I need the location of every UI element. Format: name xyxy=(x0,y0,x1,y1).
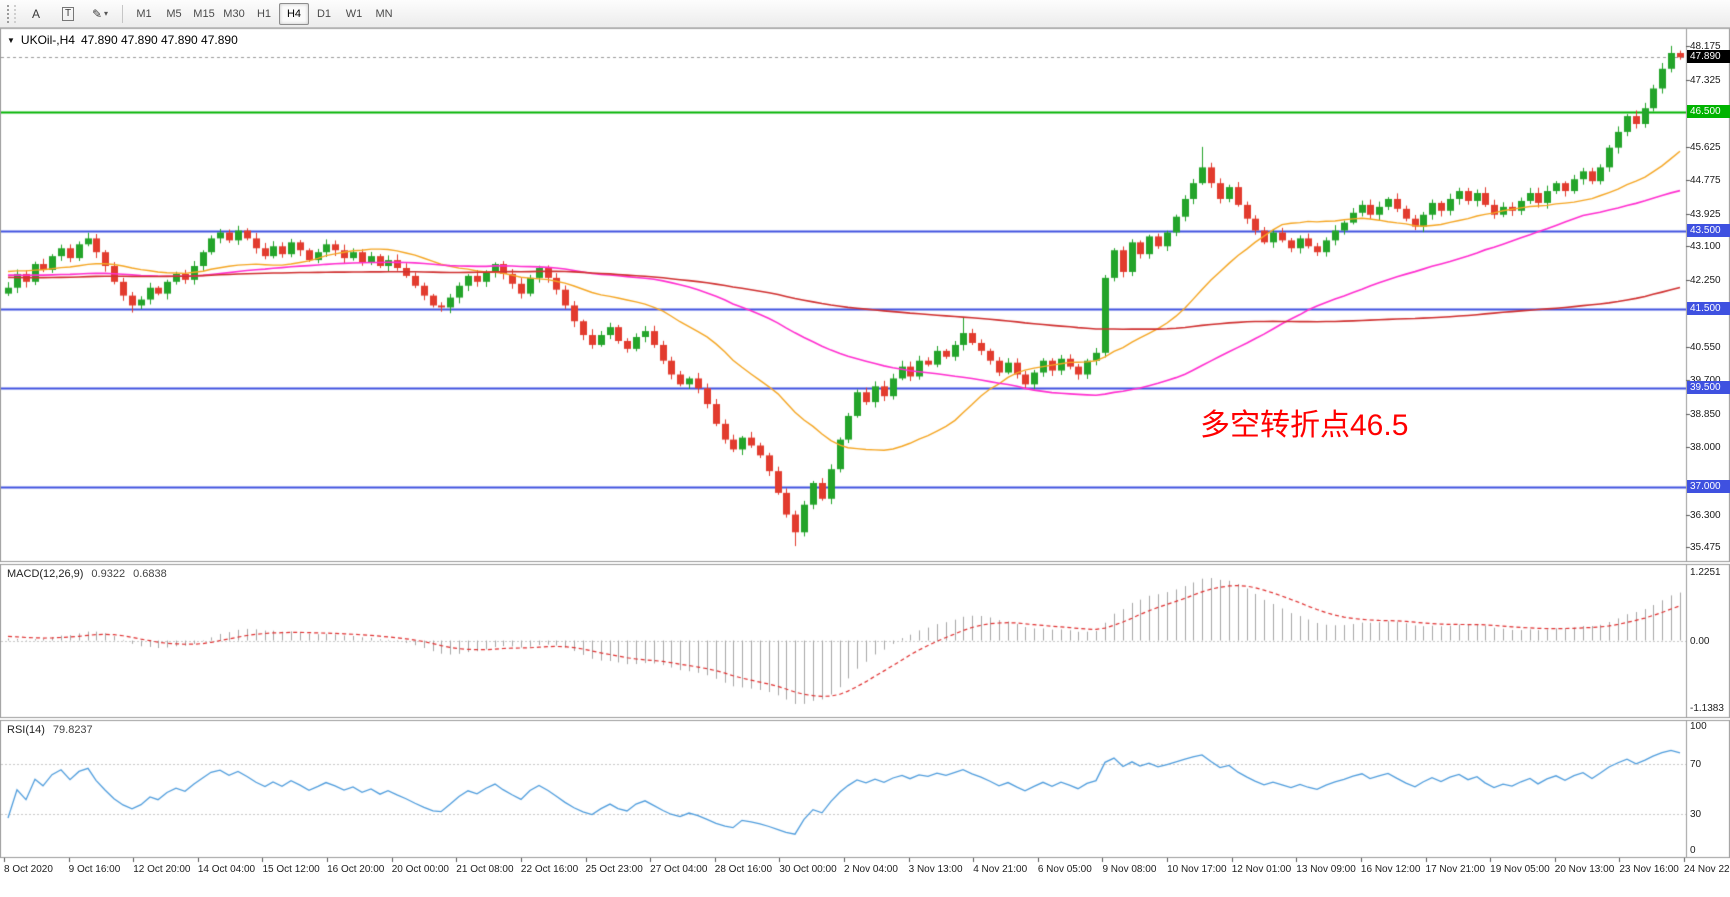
timeframe-buttons: M1 M5 M15 M30 H1 H4 D1 W1 MN xyxy=(129,2,399,25)
timeframe-button-w1[interactable]: W1 xyxy=(345,7,363,20)
timeframe-button-m15[interactable]: M15 xyxy=(193,7,215,20)
macd-name: MACD(12,26,9) xyxy=(7,568,84,580)
timeframe-button-m1[interactable]: M1 xyxy=(136,7,152,20)
timeframe-button-m5[interactable]: M5 xyxy=(166,7,182,20)
toolbar-grip[interactable] xyxy=(7,4,16,23)
macd-indicator-label: MACD(12,26,9) 0.9322 0.6838 xyxy=(7,568,167,580)
rsi-value: 79.8237 xyxy=(52,724,93,736)
rsi-name: RSI(14) xyxy=(7,724,45,736)
arrow-tool-button[interactable]: A xyxy=(31,6,40,21)
chevron-down-icon: ▾ xyxy=(104,9,109,18)
ohlc-values: 47.890 47.890 47.890 47.890 xyxy=(80,33,238,47)
annotation-text: 多空转折点46.5 xyxy=(1200,409,1409,442)
timeframe-button-h1[interactable]: H1 xyxy=(256,7,272,20)
text-tool-icon: T xyxy=(61,6,75,21)
toolbar-separator xyxy=(122,4,123,23)
chart-title: ▼ UKOil-,H4 47.890 47.890 47.890 47.890 xyxy=(7,33,238,47)
draw-tool-button[interactable]: ✎ ▾ xyxy=(85,2,115,25)
macd-main-value: 0.9322 xyxy=(91,568,126,580)
timeframe-button-m30[interactable]: M30 xyxy=(223,7,245,20)
text-tool-button[interactable]: T xyxy=(53,2,83,25)
pencil-icon: ✎ xyxy=(91,6,103,21)
timeframe-button-mn[interactable]: MN xyxy=(375,7,393,20)
timeframe-button-d1[interactable]: D1 xyxy=(316,7,332,20)
top-toolbar: A T ✎ ▾ M1 M5 M15 M30 H1 H4 D1 W1 MN xyxy=(0,0,1730,28)
rsi-indicator-label: RSI(14) 79.8237 xyxy=(7,724,93,736)
symbol-period-label: UKOil-,H4 xyxy=(20,33,75,47)
macd-signal-value: 0.6838 xyxy=(133,568,167,580)
timeframe-button-h4[interactable]: H4 xyxy=(279,2,309,25)
chart-menu-icon[interactable]: ▼ xyxy=(7,35,15,45)
